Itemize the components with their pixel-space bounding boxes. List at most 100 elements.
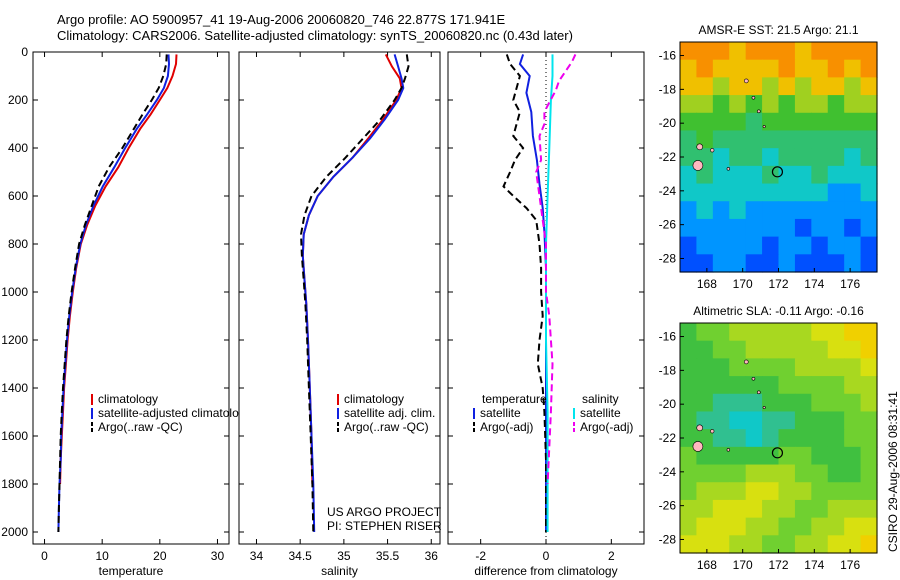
sla_map-cell (729, 464, 747, 483)
sst_map-cell (680, 236, 698, 255)
temperature-ytick-label: 600 (8, 189, 28, 203)
sla_map-xtick-label: 176 (840, 558, 860, 572)
sst_map-cell (811, 254, 829, 273)
sst_map-cell (844, 148, 862, 167)
sst_map-cell (827, 42, 845, 61)
sst_map-cell (844, 254, 862, 273)
sst_map-island-shape (692, 160, 704, 171)
sla_map-cell (712, 482, 730, 501)
sla_map-cell (778, 535, 796, 554)
sst_map-cell (827, 148, 845, 167)
temperature-ytick-label: 400 (8, 141, 28, 155)
salinity-series-argo-raw-qc- (299, 54, 410, 533)
sla_map-cell (745, 393, 763, 413)
sst_map-cell (729, 42, 747, 61)
sst_map-cell (794, 130, 812, 149)
sst_map-cell (827, 201, 845, 220)
temperature-ytick-label: 1400 (1, 381, 28, 395)
sst_map-cell (762, 148, 780, 167)
sst_map-cell (762, 59, 780, 78)
sla_map-cell (745, 376, 763, 395)
sst_map-cell (729, 165, 747, 185)
temperature-legend-label: satellite-adjusted climatology (98, 406, 251, 420)
difference-xtick-label: -2 (475, 549, 486, 563)
sst_map-cell (680, 112, 698, 132)
sst_map-cell (729, 112, 747, 132)
sst_map-cell (712, 183, 730, 202)
difference-legend-label: satellite (480, 406, 521, 420)
sst_map-cell (827, 218, 845, 238)
sst_map-cell (762, 130, 780, 149)
sst_map-cell (811, 165, 829, 185)
sla_map-cell (778, 517, 796, 536)
sla_map-cell (680, 358, 698, 377)
sla_map-cell (696, 482, 714, 501)
sla_map-cell (680, 446, 698, 466)
sst_map-cell (811, 130, 829, 149)
sst_map-island-shape (751, 96, 756, 100)
sst_map-cell (680, 254, 698, 273)
temperature-ytick-label: 1200 (1, 333, 28, 347)
sst_map-cell (778, 77, 796, 96)
sla_map-cell (745, 323, 763, 342)
sla_map-cell (712, 411, 730, 430)
sla_map-cell (811, 446, 829, 466)
sst_map-cell (844, 183, 862, 202)
sst_map-cell (811, 148, 829, 167)
temperature-series-satellite-adjusted-climatology (57, 54, 171, 533)
sst_map-cell (827, 165, 845, 185)
sst_map-cell (844, 112, 862, 132)
sla_map-cell (745, 429, 763, 448)
sla_map-cell (762, 358, 780, 377)
sst_map-island-shape (696, 143, 704, 151)
sst_map-cell (729, 95, 747, 114)
sla_map-cell (827, 535, 845, 554)
sla_map-cell (844, 446, 862, 466)
sst_map-cell (811, 95, 829, 114)
difference-series-temperature-argo-adj- (502, 54, 547, 532)
sla_map-cell (745, 340, 763, 359)
sst_map-cell (794, 112, 812, 132)
sla_map-cell (680, 535, 698, 554)
sst_map-cell (794, 183, 812, 202)
sla_map-cell (811, 429, 829, 448)
sst_map-cell (860, 254, 878, 273)
sla_map-cell (729, 358, 747, 377)
sla_map-xtick-label: 174 (804, 558, 824, 572)
sst_map-cell (844, 95, 862, 114)
sst_map-cell (696, 236, 714, 255)
sla_map-cell (794, 482, 812, 501)
sst_map-cell (794, 165, 812, 185)
sst_map-xtick-label: 176 (840, 277, 860, 291)
sla_map-cell (860, 464, 878, 483)
sla_map-cell (762, 429, 780, 448)
sla_map-cell (844, 376, 862, 395)
sla_map-cell (762, 499, 780, 519)
sla_map-island-shape (762, 406, 766, 410)
sla_map-cell (729, 517, 747, 536)
sla_map-cell (860, 517, 878, 536)
sst_map-island-shape (762, 125, 766, 129)
sla_map-cell (811, 464, 829, 483)
sla_map-cell (860, 482, 878, 501)
sla_map-cell (712, 376, 730, 395)
salinity-xtick-label: 35.5 (376, 549, 400, 563)
sla_map-xtick-label: 170 (733, 558, 753, 572)
salinity-legend-label: satellite adj. clim. (344, 406, 435, 420)
sla_map-island-shape (751, 377, 756, 381)
temperature-ytick-label: 1600 (1, 429, 28, 443)
sst_map-cell (696, 254, 714, 273)
sla_map-cell (844, 323, 862, 342)
sla_map-cell (762, 446, 780, 466)
salinity-axes-box (238, 51, 441, 545)
sst_map-cell (860, 95, 878, 114)
sla_map-cell (729, 446, 747, 466)
temperature-xtick-label: 10 (95, 549, 109, 563)
sst_map-cell (712, 236, 730, 255)
sla_map-cell (827, 499, 845, 519)
temperature-xtick-label: 20 (153, 549, 167, 563)
sla_map-cell (827, 323, 845, 342)
sst_map-cell (729, 130, 747, 149)
sla_map-cell (844, 411, 862, 430)
sst_map-cell (762, 236, 780, 255)
